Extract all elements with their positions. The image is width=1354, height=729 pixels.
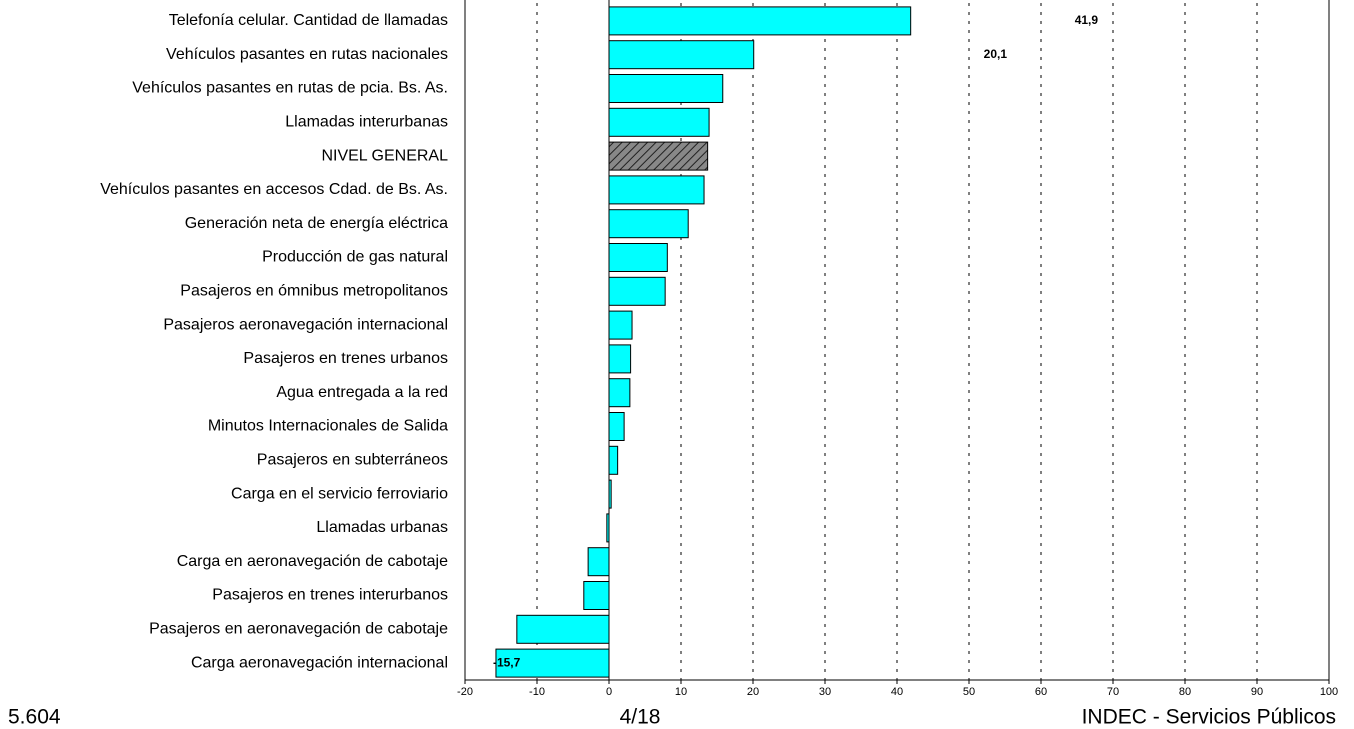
x-tick-label: 70 — [1107, 686, 1119, 698]
bar — [587, 547, 610, 577]
x-tick-label: 90 — [1251, 686, 1263, 698]
bar — [608, 412, 625, 441]
x-tick-label: -20 — [457, 686, 473, 698]
bar — [608, 6, 912, 36]
x-tick-label: 80 — [1179, 686, 1191, 698]
category-label: Vehículos pasantes en rutas nacionales — [166, 46, 448, 63]
footer-right: INDEC - Servicios Públicos — [1082, 706, 1336, 729]
value-label: 41,9 — [1075, 13, 1099, 27]
bar — [608, 479, 612, 509]
bar — [608, 310, 633, 340]
bar — [608, 445, 619, 475]
bar — [608, 141, 709, 171]
value-label: -15,7 — [493, 655, 521, 669]
value-label: 20,1 — [984, 47, 1008, 61]
category-label: Pasajeros en aeronavegación de cabotaje — [149, 621, 448, 638]
bar — [608, 175, 705, 205]
category-label: Telefonía celular. Cantidad de llamadas — [169, 12, 448, 29]
category-label: Agua entregada a la red — [276, 384, 448, 401]
bar — [608, 209, 689, 239]
category-label: Pasajeros aeronavegación internacional — [163, 316, 448, 333]
bar — [608, 276, 666, 306]
category-label: Carga aeronavegación internacional — [191, 654, 448, 671]
category-label: Vehículos pasantes en accesos Cdad. de B… — [100, 181, 448, 198]
bar — [608, 74, 724, 103]
bar — [608, 344, 632, 374]
category-label: Pasajeros en ómnibus metropolitanos — [180, 283, 448, 300]
x-tick-label: 0 — [606, 686, 612, 698]
category-label: Llamadas interurbanas — [285, 114, 448, 131]
category-label: Pasajeros en subterráneos — [257, 452, 448, 469]
bar — [495, 648, 610, 678]
category-label: Carga en el servicio ferroviario — [231, 485, 448, 502]
category-label: Pasajeros en trenes urbanos — [243, 350, 448, 367]
bar — [608, 243, 668, 272]
category-label: NIVEL GENERAL — [321, 147, 448, 164]
x-tick-label: 10 — [675, 686, 687, 698]
category-label: Minutos Internacionales de Salida — [208, 418, 448, 435]
category-label: Carga en aeronavegación de cabotaje — [177, 553, 448, 570]
category-label: Producción de gas natural — [262, 249, 448, 266]
category-label: Generación neta de energía eléctrica — [185, 215, 448, 232]
footer-left: 5.604 — [8, 706, 61, 729]
x-tick-label: 50 — [963, 686, 975, 698]
x-tick-label: 60 — [1035, 686, 1047, 698]
bar — [516, 614, 610, 644]
bar — [608, 107, 710, 137]
category-label: Llamadas urbanas — [316, 519, 448, 536]
footer-center: 4/18 — [620, 706, 661, 729]
bar — [583, 581, 610, 610]
bar — [608, 378, 631, 408]
x-tick-label: -10 — [529, 686, 545, 698]
x-tick-label: 30 — [819, 686, 831, 698]
x-tick-label: 40 — [891, 686, 903, 698]
category-label: Vehículos pasantes en rutas de pcia. Bs.… — [132, 80, 448, 97]
x-tick-label: 100 — [1320, 686, 1338, 698]
bar — [606, 513, 610, 543]
x-tick-label: 20 — [747, 686, 759, 698]
bar — [608, 40, 755, 70]
category-label: Pasajeros en trenes interurbanos — [212, 587, 448, 604]
